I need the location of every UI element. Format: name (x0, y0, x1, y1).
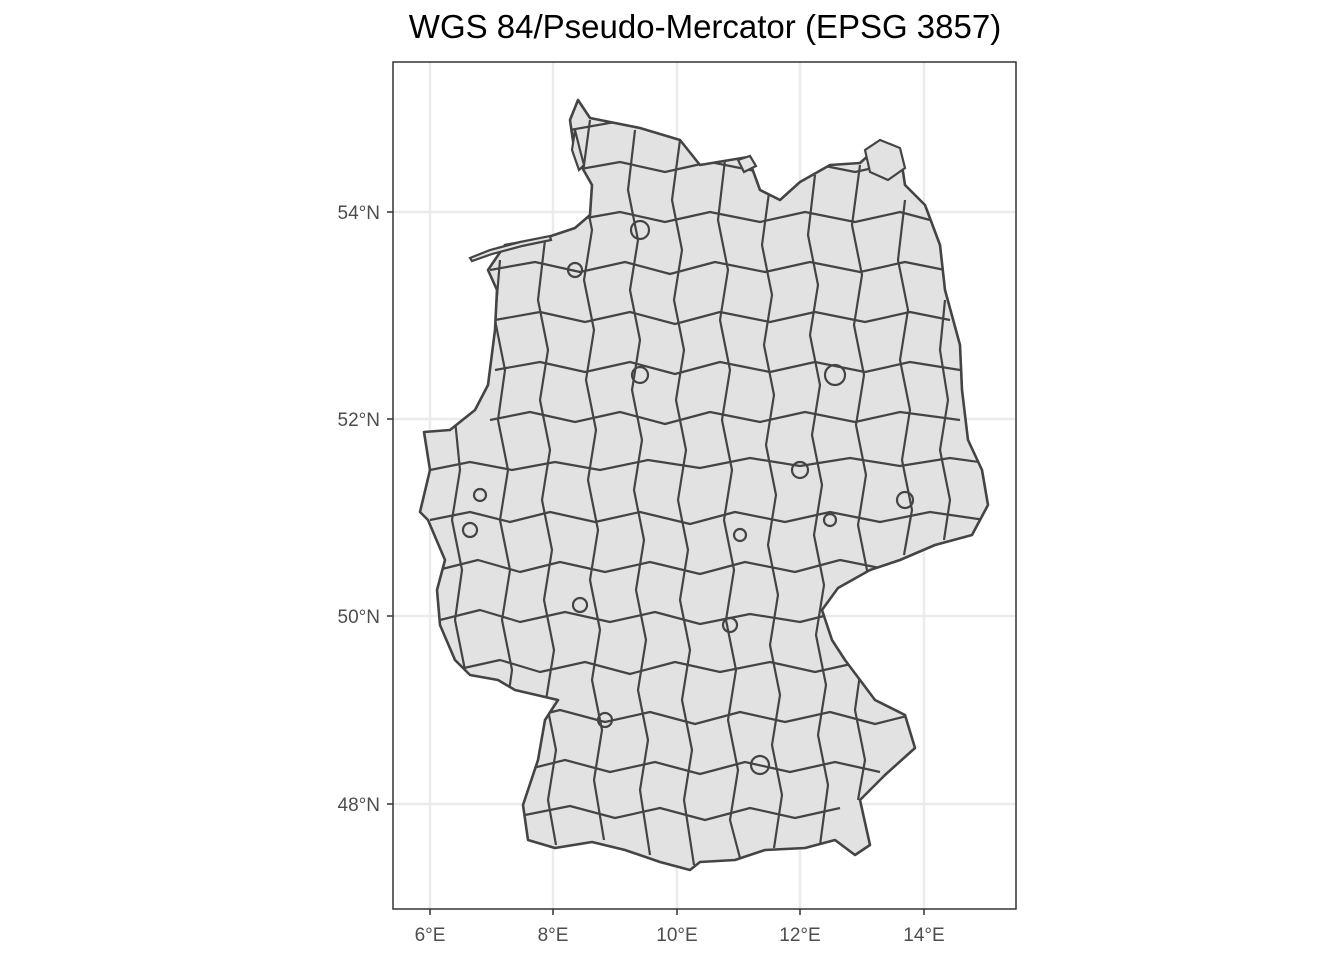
city-duesseldorf (472, 487, 488, 503)
y-tick-label: 52°N (338, 410, 380, 431)
city-hannover (630, 365, 650, 385)
east-frisian-islands (468, 234, 553, 263)
x-tick-label: 10°E (656, 925, 697, 946)
ruegen-island (863, 138, 907, 182)
fehmarn-island (736, 154, 758, 174)
axis-ticks (387, 211, 925, 915)
city-dresden (895, 490, 915, 510)
city-leipzig (790, 460, 810, 480)
x-tick-label: 12°E (779, 925, 820, 946)
map-title: WGS 84/Pseudo-Mercator (EPSG 3857) (408, 8, 1002, 45)
y-tick-label: 50°N (338, 607, 380, 628)
y-tick-label: 48°N (338, 795, 380, 816)
x-tick-label: 6°E (415, 925, 446, 946)
city-hamburg (629, 219, 651, 241)
city-enclaves (461, 219, 915, 776)
north-frisian-islands (570, 129, 586, 173)
city-cologne (461, 521, 479, 539)
y-axis-labels: 54°N 52°N 50°N 48°N (338, 203, 380, 816)
germany-map (418, 98, 990, 872)
city-munich (749, 754, 771, 776)
islands (468, 129, 907, 263)
city-bremen (566, 261, 584, 279)
city-erfurt (732, 527, 748, 543)
x-axis-labels: 6°E 8°E 10°E 12°E 14°E (415, 925, 945, 946)
x-tick-label: 14°E (903, 925, 944, 946)
panel-border (392, 61, 1017, 910)
city-stuttgart (596, 711, 614, 729)
city-nuremberg (721, 616, 739, 634)
city-frankfurt (571, 596, 589, 614)
y-tick-label: 54°N (338, 203, 380, 224)
district-boundaries (429, 119, 988, 866)
x-tick-label: 8°E (538, 925, 569, 946)
city-berlin (823, 363, 847, 387)
city-chemnitz (822, 512, 838, 528)
